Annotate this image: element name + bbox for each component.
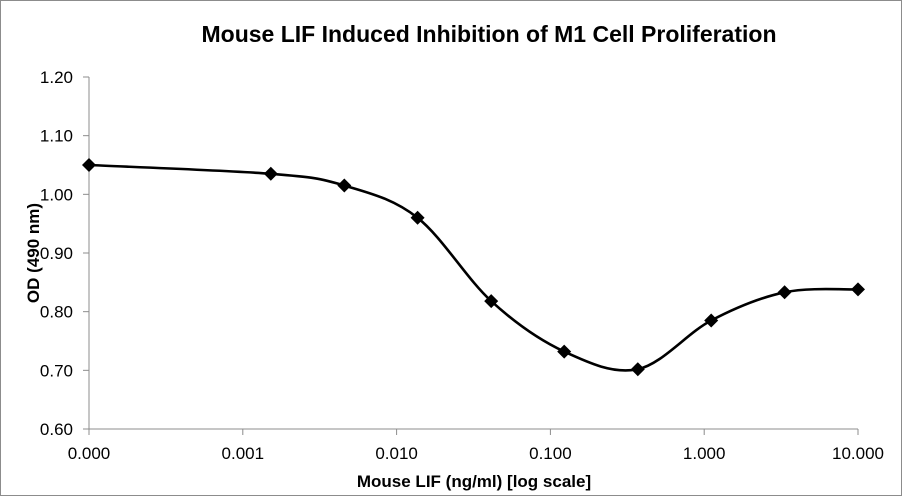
y-tick-label: 1.10 xyxy=(40,127,73,146)
x-axis-label: Mouse LIF (ng/ml) [log scale] xyxy=(357,472,591,491)
x-tick-label: 0.000 xyxy=(68,444,111,463)
x-tick-label: 0.001 xyxy=(222,444,265,463)
y-axis-label: OD (490 nm) xyxy=(24,203,43,303)
y-tick-label: 1.20 xyxy=(40,68,73,87)
y-tick-label: 0.70 xyxy=(40,361,73,380)
x-tick-label: 1.000 xyxy=(683,444,726,463)
data-point xyxy=(82,158,96,172)
data-point xyxy=(557,344,572,359)
x-tick-label: 10.000 xyxy=(832,444,884,463)
y-tick-label: 0.80 xyxy=(40,303,73,322)
data-point xyxy=(777,285,792,300)
data-point xyxy=(410,210,425,225)
series xyxy=(82,158,865,377)
x-tick-label: 0.010 xyxy=(375,444,418,463)
data-point xyxy=(851,282,865,297)
axes xyxy=(83,76,859,435)
data-point xyxy=(484,294,499,309)
x-tick-label: 0.100 xyxy=(529,444,572,463)
data-point xyxy=(263,166,278,181)
series-line xyxy=(88,163,859,372)
tick-labels: 0.60 0.70 0.80 0.90 1.00 1.10 1.20 0.000 0.001 0.… xyxy=(40,68,884,463)
chart-title: Mouse LIF Induced Inhibition of M1 Cell … xyxy=(202,21,777,47)
y-tick-label: 0.90 xyxy=(40,244,73,263)
y-tick-label: 1.00 xyxy=(40,185,73,204)
data-point xyxy=(704,313,719,328)
y-tick-label: 0.60 xyxy=(40,420,73,439)
data-point xyxy=(337,178,352,193)
data-point xyxy=(630,362,645,377)
